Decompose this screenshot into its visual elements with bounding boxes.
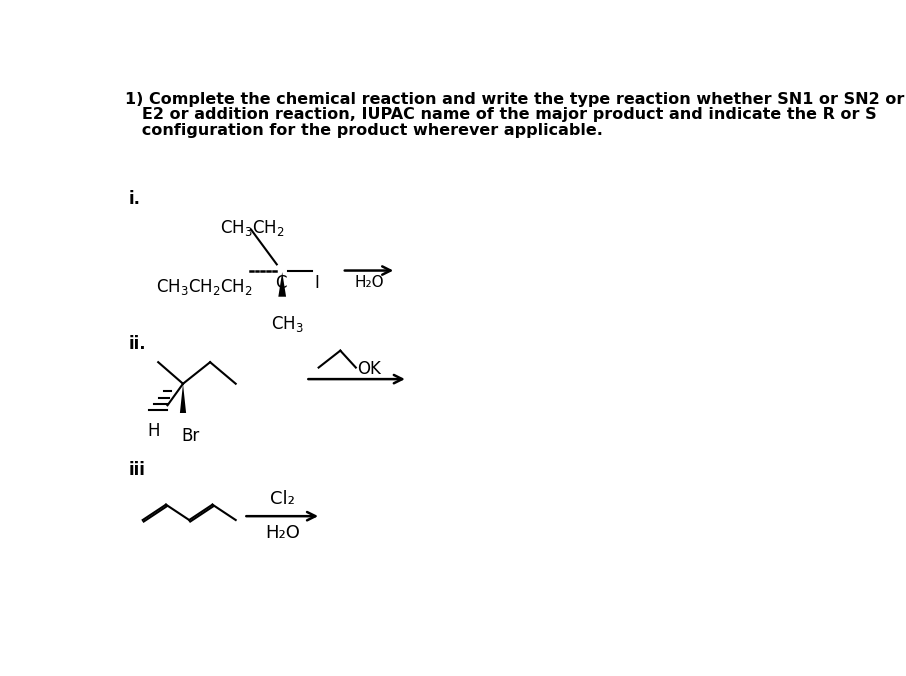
Polygon shape	[180, 384, 186, 413]
Text: OK: OK	[357, 360, 381, 378]
Text: H₂O: H₂O	[354, 275, 384, 290]
Text: H: H	[148, 422, 159, 440]
Text: CH$_3$CH$_2$: CH$_3$CH$_2$	[220, 218, 284, 238]
Text: C: C	[275, 274, 286, 291]
Polygon shape	[278, 272, 286, 297]
Text: CH$_3$: CH$_3$	[271, 314, 304, 334]
Text: Br: Br	[181, 427, 199, 445]
Text: i.: i.	[129, 191, 140, 208]
Text: ii.: ii.	[129, 335, 147, 354]
Text: I: I	[314, 274, 319, 291]
Text: E2 or addition reaction, IUPAC name of the major product and indicate the R or S: E2 or addition reaction, IUPAC name of t…	[125, 107, 876, 122]
Text: 1) Complete the chemical reaction and write the type reaction whether SN1 or SN2: 1) Complete the chemical reaction and wr…	[125, 92, 906, 107]
Text: configuration for the product wherever applicable.: configuration for the product wherever a…	[125, 123, 602, 138]
Text: H₂O: H₂O	[265, 524, 300, 542]
Text: iii: iii	[129, 461, 146, 479]
Text: CH$_3$CH$_2$CH$_2$: CH$_3$CH$_2$CH$_2$	[156, 276, 253, 297]
Text: Cl₂: Cl₂	[270, 491, 294, 508]
